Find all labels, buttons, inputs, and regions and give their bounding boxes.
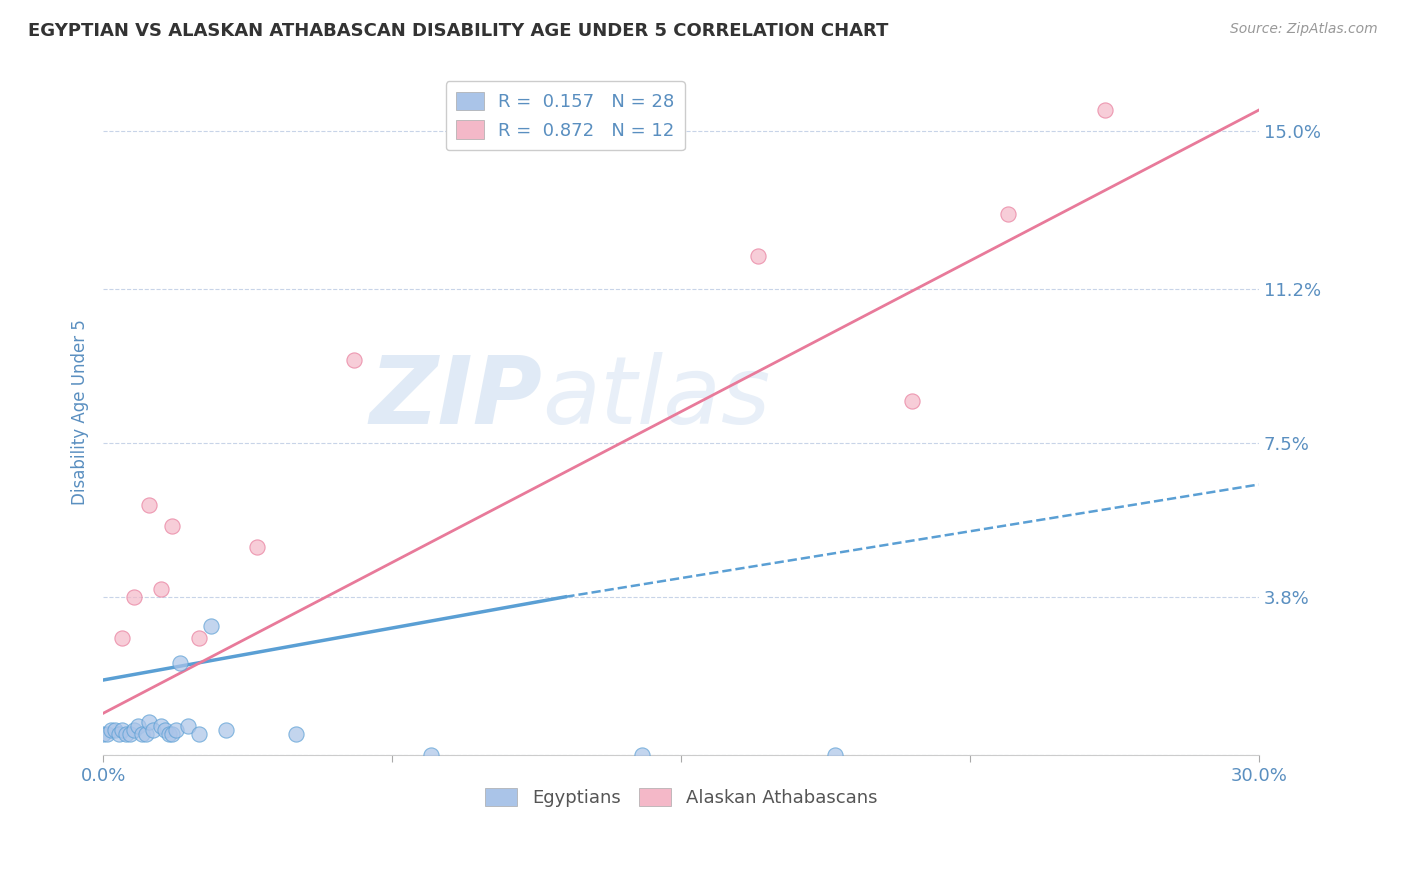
Legend: Egyptians, Alaskan Athabascans: Egyptians, Alaskan Athabascans bbox=[478, 780, 884, 814]
Point bbox=[91, 727, 114, 741]
Point bbox=[200, 619, 222, 633]
Point bbox=[115, 727, 138, 741]
Point bbox=[134, 727, 156, 741]
Point bbox=[631, 747, 654, 762]
Point bbox=[169, 657, 191, 671]
Point bbox=[138, 714, 160, 729]
Point bbox=[157, 727, 180, 741]
Point bbox=[138, 498, 160, 512]
Point bbox=[149, 719, 172, 733]
Point bbox=[131, 727, 153, 741]
Point bbox=[1094, 103, 1116, 117]
Point bbox=[215, 723, 238, 737]
Point bbox=[127, 719, 149, 733]
Point bbox=[111, 632, 134, 646]
Point bbox=[824, 747, 846, 762]
Point bbox=[162, 519, 184, 533]
Point bbox=[188, 727, 211, 741]
Point bbox=[747, 249, 769, 263]
Point bbox=[111, 723, 134, 737]
Y-axis label: Disability Age Under 5: Disability Age Under 5 bbox=[72, 318, 89, 505]
Point bbox=[104, 723, 127, 737]
Point bbox=[165, 723, 187, 737]
Text: EGYPTIAN VS ALASKAN ATHABASCAN DISABILITY AGE UNDER 5 CORRELATION CHART: EGYPTIAN VS ALASKAN ATHABASCAN DISABILIT… bbox=[28, 22, 889, 40]
Point bbox=[100, 723, 122, 737]
Text: Source: ZipAtlas.com: Source: ZipAtlas.com bbox=[1230, 22, 1378, 37]
Point bbox=[342, 352, 364, 367]
Point bbox=[122, 590, 145, 604]
Point bbox=[284, 727, 307, 741]
Point bbox=[120, 727, 142, 741]
Text: atlas: atlas bbox=[543, 352, 770, 443]
Point bbox=[246, 540, 269, 554]
Text: ZIP: ZIP bbox=[370, 352, 543, 444]
Point bbox=[162, 727, 184, 741]
Point bbox=[901, 394, 924, 409]
Point bbox=[122, 723, 145, 737]
Point bbox=[142, 723, 165, 737]
Point bbox=[419, 747, 441, 762]
Point bbox=[153, 723, 176, 737]
Point bbox=[96, 727, 118, 741]
Point bbox=[188, 632, 211, 646]
Point bbox=[149, 582, 172, 596]
Point bbox=[177, 719, 200, 733]
Point bbox=[997, 207, 1019, 221]
Point bbox=[107, 727, 129, 741]
